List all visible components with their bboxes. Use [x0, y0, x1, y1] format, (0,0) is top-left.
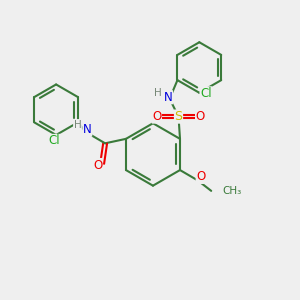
Text: H: H: [74, 120, 81, 130]
Text: H: H: [154, 88, 162, 98]
Text: Cl: Cl: [49, 134, 60, 147]
Text: O: O: [152, 110, 161, 123]
Text: N: N: [164, 91, 172, 104]
Text: S: S: [175, 110, 182, 123]
Text: O: O: [93, 158, 102, 172]
Text: O: O: [196, 170, 206, 183]
Text: O: O: [196, 110, 205, 123]
Text: N: N: [83, 123, 92, 136]
Text: CH₃: CH₃: [223, 186, 242, 196]
Text: Cl: Cl: [200, 87, 212, 100]
